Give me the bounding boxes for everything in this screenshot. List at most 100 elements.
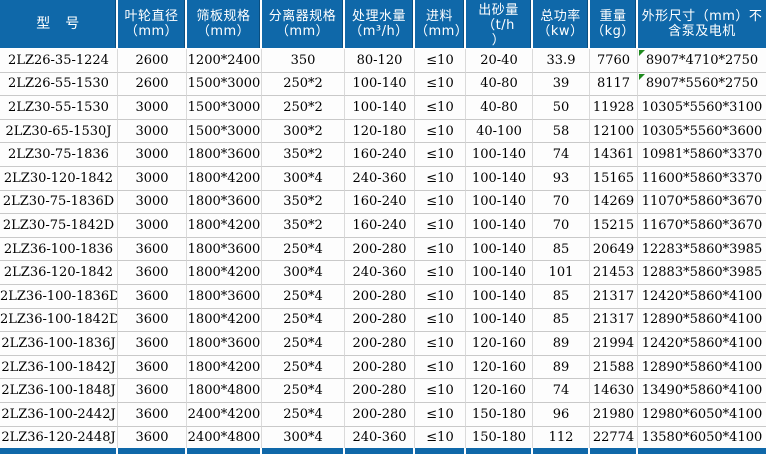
- header-separator-spec[interactable]: 分离器规格 （mm）: [262, 0, 345, 49]
- header-impeller-diameter[interactable]: 叶轮直径 （mm）: [118, 0, 187, 49]
- cell-impeller-diameter[interactable]: 3600: [118, 355, 187, 380]
- cell-separator-spec[interactable]: 250*4: [262, 237, 345, 262]
- cell-weight[interactable]: 21994: [590, 332, 638, 356]
- cell-impeller-diameter[interactable]: 3600: [118, 261, 187, 285]
- cell-water-capacity[interactable]: 100-140: [345, 96, 415, 120]
- cell-impeller-diameter[interactable]: 3000: [118, 166, 187, 191]
- cell-feed-size[interactable]: ≤10: [415, 96, 466, 120]
- cell-total-power[interactable]: 96: [533, 402, 590, 427]
- cell-overall-dimensions[interactable]: 11070*5860*3670: [638, 190, 766, 215]
- cell-weight[interactable]: 21317: [590, 308, 638, 333]
- header-total-power[interactable]: 总功率 （kw）: [533, 0, 590, 49]
- cell-total-power[interactable]: 39: [533, 72, 590, 97]
- cell-sand-output[interactable]: 120-160: [466, 332, 533, 356]
- cell-sand-output[interactable]: 100-140: [466, 190, 533, 215]
- cell-model[interactable]: 2LZ36-100-2442J: [0, 402, 118, 427]
- cell-total-power[interactable]: 74: [533, 379, 590, 403]
- cell-separator-spec[interactable]: 300*4: [262, 166, 345, 191]
- cell-total-power[interactable]: 93: [533, 166, 590, 191]
- cell-overall-dimensions[interactable]: 8907*4710*2750: [638, 49, 766, 73]
- cell-water-capacity[interactable]: 200-280: [345, 332, 415, 356]
- cell-weight[interactable]: 21588: [590, 355, 638, 380]
- cell-impeller-diameter[interactable]: 2600: [118, 49, 187, 73]
- cell-feed-size[interactable]: ≤10: [415, 119, 466, 144]
- cell-separator-spec[interactable]: 300*4: [262, 261, 345, 285]
- cell-weight[interactable]: 14630: [590, 379, 638, 403]
- cell-overall-dimensions[interactable]: 8907*5560*2750: [638, 72, 766, 97]
- cell-water-capacity[interactable]: 200-280: [345, 237, 415, 262]
- cell-total-power[interactable]: 89: [533, 355, 590, 380]
- cell-feed-size[interactable]: ≤10: [415, 166, 466, 191]
- cell-screen-plate-spec[interactable]: 1800*4200: [187, 166, 262, 191]
- cell-screen-plate-spec[interactable]: 1200*2400: [187, 49, 262, 73]
- cell-sand-output[interactable]: 120-160: [466, 355, 533, 380]
- cell-weight[interactable]: 21453: [590, 261, 638, 285]
- cell-separator-spec[interactable]: 250*2: [262, 72, 345, 97]
- cell-impeller-diameter[interactable]: 3600: [118, 426, 187, 451]
- cell-total-power[interactable]: 85: [533, 284, 590, 309]
- cell-screen-plate-spec[interactable]: 2400*4200: [187, 402, 262, 427]
- cell-screen-plate-spec[interactable]: 2400*4800: [187, 426, 262, 451]
- cell-separator-spec[interactable]: 350: [262, 49, 345, 73]
- cell-feed-size[interactable]: ≤10: [415, 402, 466, 427]
- cell-overall-dimensions[interactable]: 10305*5560*3600: [638, 119, 766, 144]
- cell-overall-dimensions[interactable]: 12980*6050*4100: [638, 402, 766, 427]
- cell-weight[interactable]: 15165: [590, 166, 638, 191]
- cell-impeller-diameter[interactable]: 3000: [118, 96, 187, 120]
- cell-water-capacity[interactable]: 80-120: [345, 49, 415, 73]
- cell-overall-dimensions[interactable]: 10305*5560*3100: [638, 96, 766, 120]
- cell-sand-output[interactable]: 40-80: [466, 72, 533, 97]
- cell-feed-size[interactable]: ≤10: [415, 237, 466, 262]
- cell-weight[interactable]: 14361: [590, 143, 638, 167]
- header-sand-output[interactable]: 出砂量 （t/h ）: [466, 0, 533, 49]
- cell-screen-plate-spec[interactable]: 1500*3000: [187, 96, 262, 120]
- cell-total-power[interactable]: 58: [533, 119, 590, 144]
- cell-overall-dimensions[interactable]: 13490*5860*4100: [638, 379, 766, 403]
- cell-impeller-diameter[interactable]: 3600: [118, 332, 187, 356]
- cell-sand-output[interactable]: 20-40: [466, 49, 533, 73]
- cell-screen-plate-spec[interactable]: 1800*3600: [187, 332, 262, 356]
- cell-model[interactable]: 2LZ36-100-1836D: [0, 284, 118, 309]
- cell-feed-size[interactable]: ≤10: [415, 261, 466, 285]
- cell-screen-plate-spec[interactable]: 1800*3600: [187, 237, 262, 262]
- cell-impeller-diameter[interactable]: 3600: [118, 284, 187, 309]
- cell-weight[interactable]: 11928: [590, 96, 638, 120]
- cell-overall-dimensions[interactable]: 12890*5860*4100: [638, 355, 766, 380]
- cell-screen-plate-spec[interactable]: 1800*3600: [187, 284, 262, 309]
- cell-separator-spec[interactable]: 350*2: [262, 143, 345, 167]
- cell-water-capacity[interactable]: 100-140: [345, 72, 415, 97]
- cell-model[interactable]: 2LZ36-100-1842J: [0, 355, 118, 380]
- cell-feed-size[interactable]: ≤10: [415, 355, 466, 380]
- cell-total-power[interactable]: 112: [533, 426, 590, 451]
- cell-weight[interactable]: 8117: [590, 72, 638, 97]
- cell-feed-size[interactable]: ≤10: [415, 143, 466, 167]
- cell-total-power[interactable]: 70: [533, 214, 590, 238]
- cell-water-capacity[interactable]: 120-180: [345, 119, 415, 144]
- cell-separator-spec[interactable]: 250*2: [262, 96, 345, 120]
- cell-sand-output[interactable]: 100-140: [466, 261, 533, 285]
- cell-overall-dimensions[interactable]: 10981*5860*3370: [638, 143, 766, 167]
- cell-impeller-diameter[interactable]: 3000: [118, 143, 187, 167]
- cell-model[interactable]: 2LZ30-55-1530: [0, 96, 118, 120]
- cell-separator-spec[interactable]: 250*4: [262, 308, 345, 333]
- cell-screen-plate-spec[interactable]: 1800*4200: [187, 355, 262, 380]
- cell-water-capacity[interactable]: 200-280: [345, 402, 415, 427]
- cell-weight[interactable]: 22774: [590, 426, 638, 451]
- cell-sand-output[interactable]: 100-140: [466, 214, 533, 238]
- cell-separator-spec[interactable]: 350*2: [262, 190, 345, 215]
- cell-feed-size[interactable]: ≤10: [415, 284, 466, 309]
- cell-model[interactable]: 2LZ26-55-1530: [0, 72, 118, 97]
- cell-impeller-diameter[interactable]: 2600: [118, 72, 187, 97]
- cell-total-power[interactable]: 89: [533, 332, 590, 356]
- cell-screen-plate-spec[interactable]: 1800*3600: [187, 190, 262, 215]
- cell-feed-size[interactable]: ≤10: [415, 190, 466, 215]
- cell-screen-plate-spec[interactable]: 1800*4200: [187, 214, 262, 238]
- cell-water-capacity[interactable]: 200-280: [345, 355, 415, 380]
- cell-screen-plate-spec[interactable]: 1800*3600: [187, 143, 262, 167]
- cell-weight[interactable]: 14269: [590, 190, 638, 215]
- cell-sand-output[interactable]: 40-80: [466, 96, 533, 120]
- cell-separator-spec[interactable]: 250*4: [262, 402, 345, 427]
- cell-total-power[interactable]: 70: [533, 190, 590, 215]
- cell-screen-plate-spec[interactable]: 1500*3000: [187, 119, 262, 144]
- cell-feed-size[interactable]: ≤10: [415, 426, 466, 451]
